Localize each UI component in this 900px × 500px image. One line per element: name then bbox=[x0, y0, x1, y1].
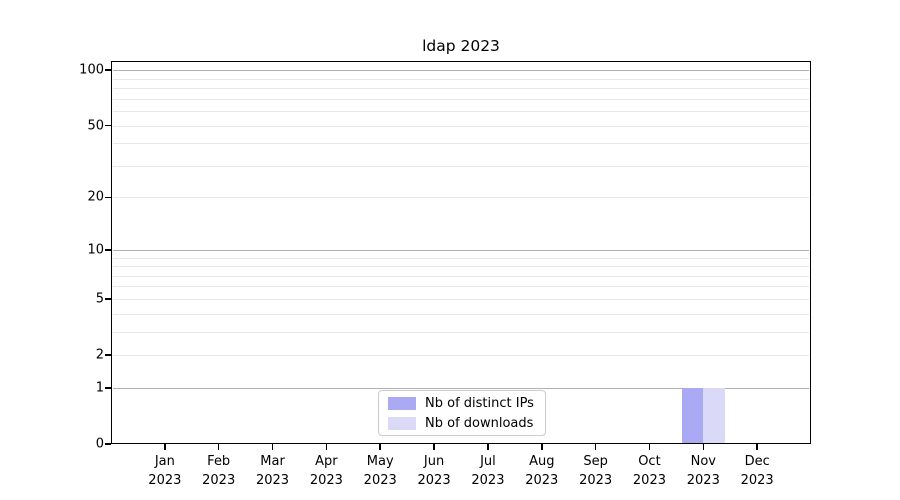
x-tick-mark bbox=[487, 444, 489, 450]
major-gridline bbox=[113, 387, 809, 389]
legend-swatch-distinct-ips bbox=[388, 396, 416, 410]
x-tick-label: Oct 2023 bbox=[632, 454, 666, 488]
y-tick-label: 1 bbox=[95, 380, 104, 396]
x-tick-label: Sep 2023 bbox=[579, 454, 613, 488]
minor-gridline bbox=[113, 197, 809, 199]
x-tick-label: Jul 2023 bbox=[471, 454, 505, 488]
bar-downloads bbox=[703, 387, 725, 444]
minor-gridline bbox=[113, 165, 809, 167]
y-tick-mark bbox=[105, 69, 111, 71]
bar-distinct-ips bbox=[681, 387, 704, 444]
minor-gridline bbox=[113, 275, 809, 277]
y-tick-label: 2 bbox=[95, 347, 104, 363]
minor-gridline bbox=[113, 286, 809, 288]
minor-gridline bbox=[113, 257, 809, 259]
y-tick-mark bbox=[105, 124, 111, 127]
x-tick-mark bbox=[325, 444, 328, 450]
x-tick-label: Jan 2023 bbox=[148, 454, 182, 488]
y-tick-mark bbox=[105, 387, 111, 389]
minor-gridline bbox=[113, 111, 809, 113]
y-tick-label: 100 bbox=[79, 62, 104, 78]
major-gridline bbox=[113, 249, 809, 251]
minor-gridline bbox=[113, 355, 809, 357]
legend-item-distinct-ips: Nb of distinct IPs bbox=[379, 393, 545, 413]
legend-item-downloads: Nb of downloads bbox=[379, 413, 545, 433]
minor-gridline bbox=[113, 125, 809, 127]
x-tick-label: Nov 2023 bbox=[686, 454, 720, 488]
x-tick-mark bbox=[702, 444, 705, 450]
x-tick-label: Apr 2023 bbox=[309, 454, 343, 488]
major-gridline bbox=[113, 70, 809, 72]
legend-label-distinct-ips: Nb of distinct IPs bbox=[425, 395, 534, 411]
x-tick-label: Aug 2023 bbox=[525, 454, 559, 488]
minor-gridline bbox=[113, 266, 809, 268]
x-tick-label: Mar 2023 bbox=[255, 454, 290, 488]
x-tick-mark bbox=[756, 444, 758, 450]
y-tick-label: 0 bbox=[95, 436, 104, 452]
y-tick-label: 10 bbox=[87, 242, 104, 258]
x-tick-label: Feb 2023 bbox=[202, 454, 236, 488]
x-tick-mark bbox=[217, 444, 220, 450]
x-tick-mark bbox=[164, 444, 166, 450]
legend-swatch-downloads bbox=[388, 416, 416, 430]
y-tick-mark bbox=[105, 443, 111, 445]
x-tick-mark bbox=[648, 444, 651, 450]
minor-gridline bbox=[113, 298, 809, 300]
x-tick-label: May 2023 bbox=[363, 454, 397, 488]
y-tick-label: 50 bbox=[87, 118, 104, 134]
minor-gridline bbox=[113, 143, 809, 145]
legend-label-downloads: Nb of downloads bbox=[425, 415, 534, 431]
plot-frame bbox=[111, 61, 811, 444]
minor-gridline bbox=[113, 78, 809, 80]
minor-gridline bbox=[113, 88, 809, 90]
minor-gridline bbox=[113, 98, 809, 100]
x-tick-mark bbox=[540, 444, 543, 450]
minor-gridline bbox=[113, 313, 809, 315]
y-tick-mark bbox=[105, 298, 111, 300]
chart-title: ldap 2023 bbox=[422, 37, 500, 55]
x-tick-mark bbox=[433, 444, 435, 450]
x-tick-label: Jun 2023 bbox=[417, 454, 451, 488]
y-tick-mark bbox=[105, 196, 111, 199]
x-tick-mark bbox=[594, 444, 597, 450]
x-tick-mark bbox=[379, 444, 382, 450]
x-tick-label: Dec 2023 bbox=[740, 454, 774, 488]
y-tick-mark bbox=[105, 248, 111, 251]
y-tick-label: 20 bbox=[87, 189, 104, 205]
legend: Nb of distinct IPs Nb of downloads bbox=[378, 390, 546, 436]
y-tick-mark bbox=[105, 354, 111, 356]
minor-gridline bbox=[113, 331, 809, 333]
x-tick-mark bbox=[271, 444, 274, 450]
y-tick-label: 5 bbox=[95, 291, 104, 307]
